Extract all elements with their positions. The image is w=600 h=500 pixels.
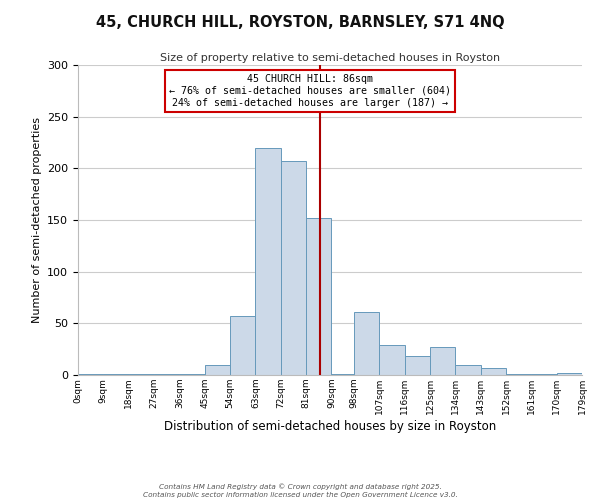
Text: 45, CHURCH HILL, ROYSTON, BARNSLEY, S71 4NQ: 45, CHURCH HILL, ROYSTON, BARNSLEY, S71 … xyxy=(95,15,505,30)
Bar xyxy=(354,312,379,375)
Bar xyxy=(379,345,404,375)
X-axis label: Distribution of semi-detached houses by size in Royston: Distribution of semi-detached houses by … xyxy=(164,420,496,432)
Y-axis label: Number of semi-detached properties: Number of semi-detached properties xyxy=(32,117,41,323)
Bar xyxy=(455,364,481,375)
Bar xyxy=(230,316,256,375)
Bar xyxy=(532,374,557,375)
Text: Contains HM Land Registry data © Crown copyright and database right 2025.
Contai: Contains HM Land Registry data © Crown c… xyxy=(143,484,457,498)
Bar xyxy=(205,364,230,375)
Bar xyxy=(557,373,582,375)
Title: Size of property relative to semi-detached houses in Royston: Size of property relative to semi-detach… xyxy=(160,53,500,63)
Bar xyxy=(103,374,128,375)
Bar xyxy=(331,374,357,375)
Bar xyxy=(306,218,331,375)
Bar xyxy=(506,374,532,375)
Bar xyxy=(78,374,103,375)
Text: 45 CHURCH HILL: 86sqm
← 76% of semi-detached houses are smaller (604)
24% of sem: 45 CHURCH HILL: 86sqm ← 76% of semi-deta… xyxy=(169,74,451,108)
Bar xyxy=(481,368,506,375)
Bar xyxy=(128,374,154,375)
Bar xyxy=(430,347,455,375)
Bar xyxy=(154,374,179,375)
Bar xyxy=(281,161,306,375)
Bar xyxy=(179,374,205,375)
Bar xyxy=(404,356,430,375)
Bar xyxy=(256,148,281,375)
